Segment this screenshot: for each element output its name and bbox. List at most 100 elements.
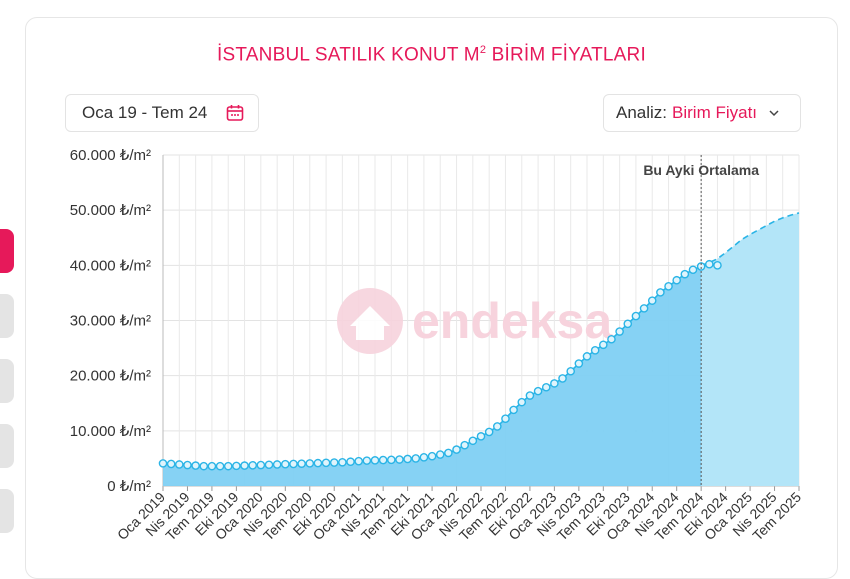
data-point bbox=[166, 459, 176, 469]
data-point bbox=[240, 461, 249, 470]
data-point bbox=[484, 427, 494, 437]
y-tick-label: 10.000 ₺/m² bbox=[70, 423, 151, 440]
chart-title-prefix: İSTANBUL SATILIK KONUT M bbox=[217, 44, 480, 66]
data-point bbox=[387, 455, 396, 465]
data-point bbox=[264, 460, 274, 470]
side-tab-2[interactable] bbox=[0, 294, 14, 338]
y-tick-label: 0 ₺/m² bbox=[107, 478, 151, 495]
data-point bbox=[223, 461, 233, 471]
y-tick-label: 30.000 ₺/m² bbox=[70, 313, 151, 330]
data-point bbox=[713, 261, 722, 270]
data-point bbox=[639, 304, 649, 313]
data-point bbox=[566, 366, 575, 376]
data-point bbox=[656, 288, 665, 297]
data-point bbox=[395, 455, 404, 464]
data-point bbox=[207, 461, 217, 471]
side-tabs bbox=[0, 0, 16, 557]
data-point bbox=[175, 460, 184, 469]
data-point bbox=[550, 379, 559, 388]
analysis-label: Analiz: bbox=[616, 103, 668, 122]
data-point bbox=[525, 391, 535, 400]
data-point bbox=[476, 432, 486, 441]
data-point bbox=[615, 327, 624, 336]
chart-title-suffix: BİRİM FİYATLARI bbox=[486, 44, 646, 66]
data-point bbox=[313, 458, 323, 468]
forecast-area bbox=[701, 212, 799, 487]
data-point bbox=[705, 259, 714, 269]
data-point bbox=[468, 436, 478, 446]
data-point bbox=[599, 340, 608, 350]
side-tab-1[interactable] bbox=[0, 229, 14, 273]
chart-title-sup: 2 bbox=[479, 44, 487, 56]
data-point bbox=[321, 458, 331, 468]
data-point bbox=[329, 458, 339, 467]
forecast-line bbox=[700, 212, 800, 267]
data-point bbox=[297, 459, 306, 468]
data-point bbox=[435, 450, 445, 459]
data-point bbox=[647, 296, 657, 305]
chevron-down-icon bbox=[769, 106, 779, 120]
data-point bbox=[680, 269, 690, 279]
data-point bbox=[696, 262, 706, 271]
data-point bbox=[444, 448, 453, 458]
data-point bbox=[232, 461, 241, 471]
data-point bbox=[354, 456, 363, 466]
history-area bbox=[163, 264, 718, 486]
data-point bbox=[558, 374, 567, 383]
data-point bbox=[541, 382, 551, 392]
watermark-text: endeksa bbox=[412, 293, 613, 349]
side-tab-3[interactable] bbox=[0, 359, 14, 403]
data-point bbox=[574, 359, 584, 368]
side-tab-4[interactable] bbox=[0, 424, 14, 468]
calendar-icon bbox=[227, 105, 244, 121]
marker-label: Bu Ayki Ortalama bbox=[643, 162, 759, 178]
data-point bbox=[281, 459, 290, 469]
data-point bbox=[582, 352, 592, 361]
data-point bbox=[590, 345, 600, 355]
data-point bbox=[517, 397, 527, 407]
data-point bbox=[289, 459, 298, 469]
chart-title: İSTANBUL SATILIK KONUT M2 BİRİM FİYATLAR… bbox=[26, 44, 837, 66]
data-point bbox=[362, 456, 372, 465]
price-chart: 0 ₺/m² 10.000 ₺/m² 20.000 ₺/m² 30.000 ₺/m² 4… bbox=[70, 147, 805, 544]
data-point bbox=[664, 281, 673, 291]
data-point bbox=[248, 461, 257, 470]
date-range-label: Oca 19 - Tem 24 bbox=[82, 103, 208, 122]
date-range-picker[interactable]: Oca 19 - Tem 24 bbox=[65, 94, 259, 132]
data-point bbox=[623, 319, 633, 329]
data-point bbox=[493, 422, 502, 431]
data-point bbox=[338, 457, 347, 467]
y-tick-label: 50.000 ₺/m² bbox=[70, 202, 151, 219]
data-point bbox=[411, 454, 421, 463]
house-icon bbox=[337, 288, 403, 354]
data-point bbox=[672, 275, 681, 285]
analysis-value: Birim Fiyatı bbox=[672, 103, 758, 122]
data-point bbox=[631, 311, 641, 321]
side-tab-5[interactable] bbox=[0, 489, 14, 533]
data-point bbox=[158, 459, 168, 468]
data-point bbox=[305, 459, 315, 468]
y-tick-label: 40.000 ₺/m² bbox=[70, 257, 151, 274]
data-point bbox=[370, 456, 380, 465]
data-point bbox=[256, 460, 266, 470]
data-point bbox=[346, 457, 355, 467]
data-point bbox=[272, 460, 282, 469]
analysis-select[interactable]: Analiz: Birim Fiyatı bbox=[603, 94, 801, 132]
data-point bbox=[501, 414, 510, 423]
data-point bbox=[403, 454, 412, 464]
data-point bbox=[191, 461, 200, 470]
data-point bbox=[688, 265, 698, 275]
data-point bbox=[452, 445, 461, 454]
data-point bbox=[183, 460, 192, 470]
data-point bbox=[215, 461, 225, 471]
data-point bbox=[607, 334, 616, 344]
y-tick-label: 20.000 ₺/m² bbox=[70, 368, 151, 385]
data-point bbox=[378, 455, 388, 465]
data-point bbox=[509, 405, 518, 415]
data-point bbox=[427, 451, 437, 461]
data-point bbox=[199, 461, 209, 471]
data-point bbox=[533, 386, 543, 396]
y-tick-label: 60.000 ₺/m² bbox=[70, 147, 151, 164]
data-point bbox=[460, 440, 469, 450]
data-point bbox=[419, 453, 429, 462]
